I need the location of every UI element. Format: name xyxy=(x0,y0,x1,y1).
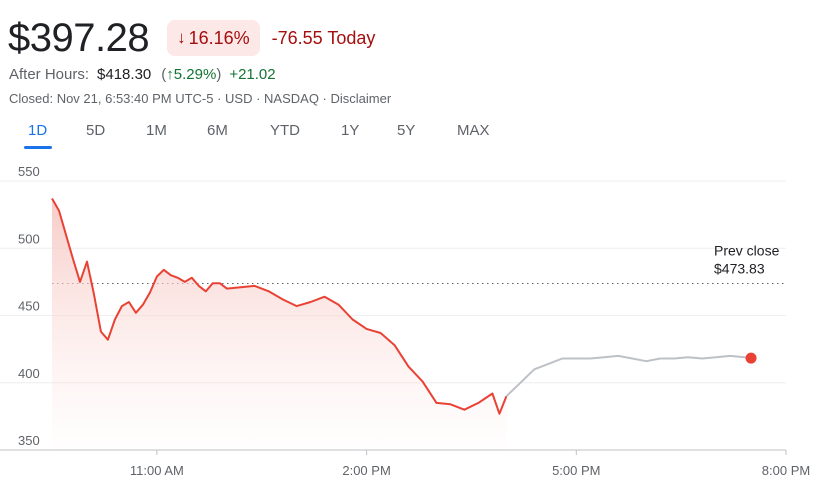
price-chart[interactable]: 350 400 450 500 550 11:00 AM 2:00 PM 5:00 PM 8:0… xyxy=(0,165,824,488)
y-tick-label: 350 xyxy=(18,433,40,448)
tab-5d[interactable]: 5D xyxy=(86,122,106,139)
regular-session-line xyxy=(51,197,508,415)
x-tick-label: 8:00 PM xyxy=(762,463,810,478)
quote-header: $397.28 ↓ 16.16% -76.55 Today xyxy=(8,12,375,64)
after-hours-label: After Hours: xyxy=(9,66,90,83)
tab-1d[interactable]: 1D xyxy=(28,122,48,139)
x-tick-label: 2:00 PM xyxy=(342,463,390,478)
paren-close: ) xyxy=(216,66,222,83)
after-hours-price: $418.30 xyxy=(97,66,152,83)
tab-6m[interactable]: 6M xyxy=(207,122,228,139)
y-tick-label: 400 xyxy=(18,366,40,381)
tab-max[interactable]: MAX xyxy=(457,122,490,139)
change-absolute: -76.55 Today xyxy=(271,27,376,48)
after-hours-percent: (↑5.29%) xyxy=(161,66,221,83)
tab-ytd[interactable]: YTD xyxy=(270,122,300,139)
current-price: $397.28 xyxy=(8,16,150,60)
regular-session-area xyxy=(52,198,507,450)
paren-open: ( xyxy=(161,66,167,83)
x-tick-label: 11:00 AM xyxy=(130,463,184,478)
tab-5y[interactable]: 5Y xyxy=(397,122,416,139)
after-hours-row: After Hours: $418.30 (↑5.29%) +21.02 xyxy=(9,66,276,83)
prev-close-label: Prev close xyxy=(714,242,780,258)
last-price-dot xyxy=(745,352,757,364)
y-tick-label: 550 xyxy=(18,165,40,179)
active-tab-indicator xyxy=(24,146,52,149)
y-tick-label: 450 xyxy=(18,299,40,314)
tab-1y[interactable]: 1Y xyxy=(341,122,360,139)
change-percent-badge: ↓ 16.16% xyxy=(167,20,260,56)
x-tick-label: 5:00 PM xyxy=(552,463,600,478)
arrow-down-icon: ↓ xyxy=(177,28,186,47)
after-hours-line xyxy=(505,354,752,397)
after-hours-percent-value: 5.29% xyxy=(173,66,217,83)
after-hours-change: +21.02 xyxy=(229,66,276,83)
tab-1m[interactable]: 1M xyxy=(146,122,167,139)
change-percent-value: 16.16% xyxy=(188,27,250,48)
prev-close-value: $473.83 xyxy=(714,260,765,276)
market-status-line: Closed: Nov 21, 6:53:40 PM UTC-5 · USD ·… xyxy=(9,91,392,106)
y-tick-label: 500 xyxy=(18,231,40,246)
arrow-up-icon: ↑ xyxy=(166,66,174,83)
